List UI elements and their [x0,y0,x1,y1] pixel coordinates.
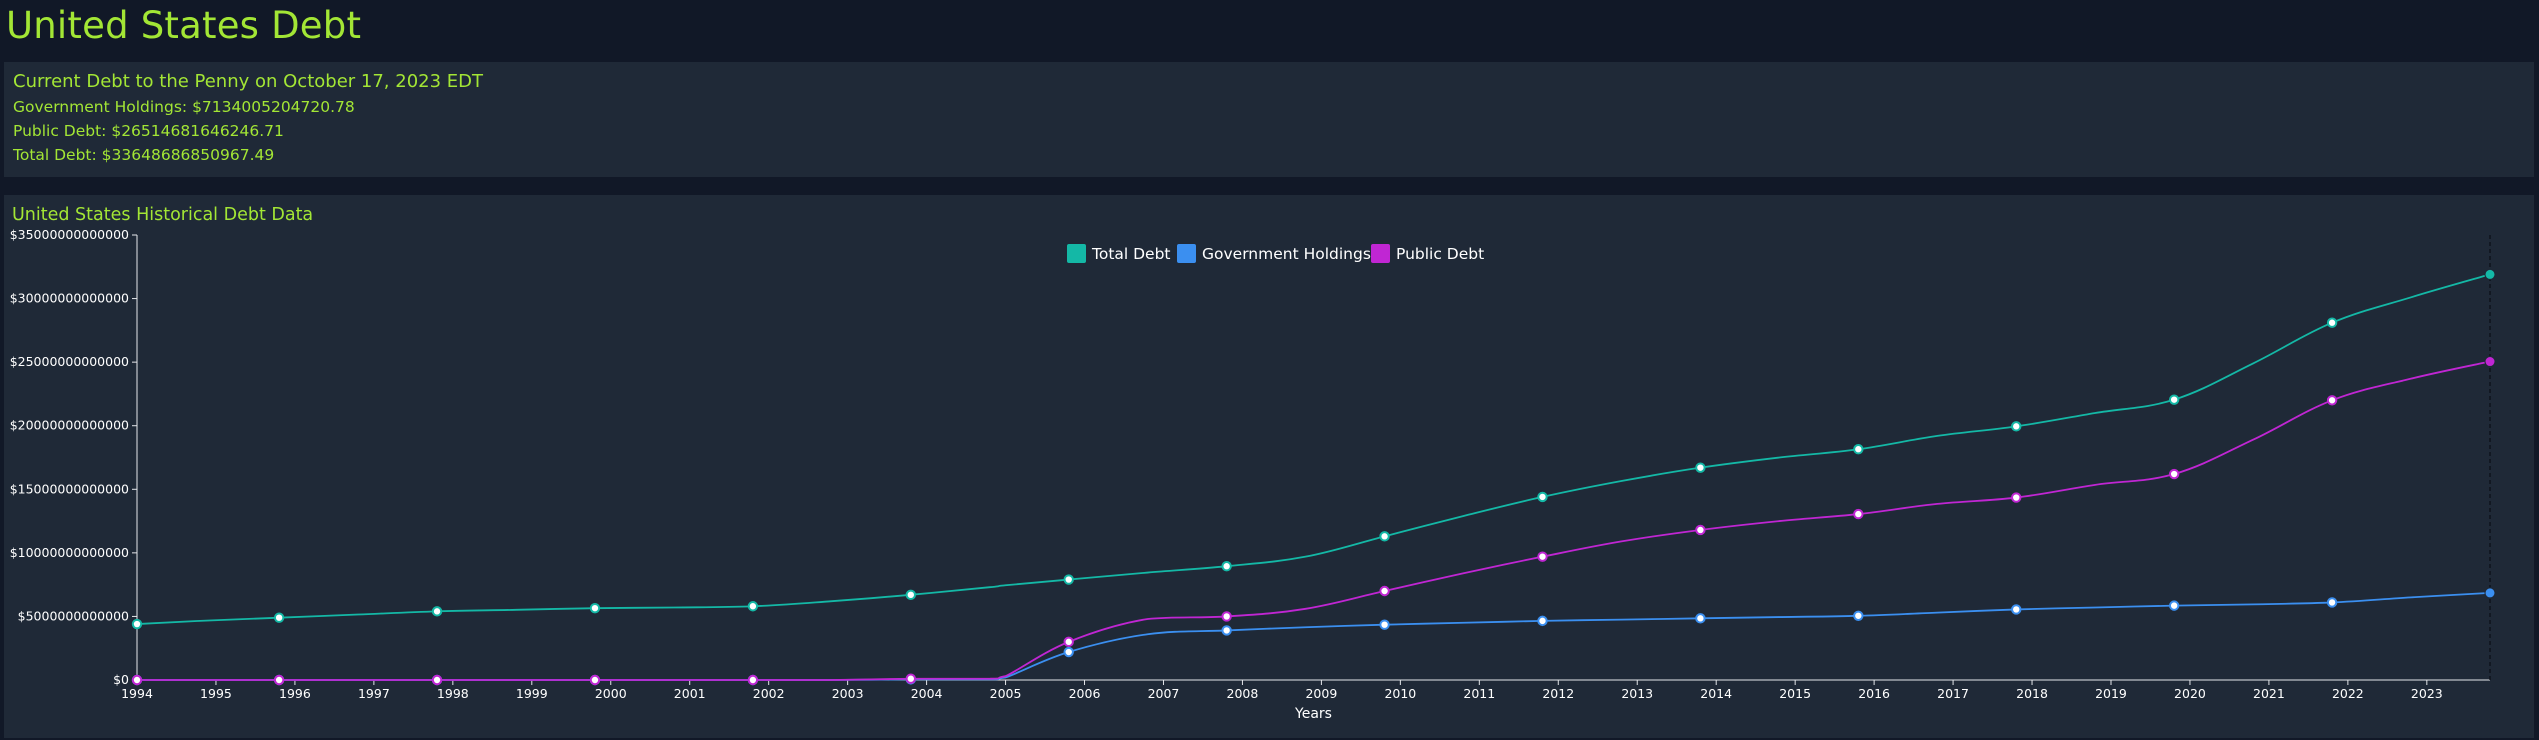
y-tick-label: $0 [113,672,129,687]
x-tick-label: 2003 [832,686,864,701]
data-point-total-debt [1063,574,1074,585]
data-point-total-debt [431,606,443,617]
x-tick-label: 1996 [279,686,311,701]
y-tick-label: $35000000000000 [10,227,129,242]
data-point-total-debt [131,618,143,630]
x-tick-label: 2011 [1463,686,1495,701]
data-point-government-holdings [2484,587,2496,599]
data-point-government-holdings [2168,600,2180,611]
government-holdings-value: Government Holdings: $7134005204720.78 [13,98,355,116]
x-tick-label: 2017 [1937,686,1969,701]
legend-swatch-government-holdings [1177,244,1196,263]
x-tick-label: 2008 [1227,686,1259,701]
x-tick-label: 2001 [674,686,706,701]
total-debt-value: Total Debt: $33648686850967.49 [13,146,275,164]
legend-label-government-holdings: Government Holdings [1202,245,1371,263]
x-tick-label: 1995 [200,686,232,701]
data-point-public-debt [1853,508,1864,520]
data-point-total-debt [905,589,917,601]
data-point-government-holdings [1695,613,1706,624]
x-tick-label: 1997 [358,686,390,701]
y-tick-label: $5000000000000 [18,608,129,623]
current-debt-panel: Current Debt to the Penny on October 17,… [4,62,2534,177]
x-tick-label: 2016 [1858,686,1890,701]
legend-swatch-public-debt [1371,244,1390,263]
current-debt-heading: Current Debt to the Penny on October 17,… [13,71,484,92]
data-point-total-debt [1221,561,1232,572]
data-point-total-debt [2484,268,2496,280]
legend-label-total-debt: Total Debt [1091,245,1171,263]
data-point-government-holdings [1537,615,1548,627]
data-point-total-debt [1853,444,1864,455]
y-tick-label: $25000000000000 [10,354,129,369]
public-debt-value: Public Debt: $26514681646246.71 [13,122,284,140]
data-point-government-holdings [2011,604,2022,615]
data-point-total-debt [2168,394,2180,405]
x-tick-label: 2015 [1779,686,1811,701]
x-tick-label: 2021 [2253,686,2285,701]
x-tick-label: 2005 [990,686,1022,701]
data-point-public-debt [589,674,601,686]
legend-label-public-debt: Public Debt [1396,245,1484,263]
data-point-government-holdings [1379,619,1390,630]
data-point-total-debt [1695,462,1706,473]
data-point-government-holdings [1221,625,1232,636]
x-tick-label: 2018 [2016,686,2048,701]
x-axis-title: Years [1294,706,1332,722]
legend-swatch-total-debt [1067,244,1086,263]
x-tick-label: 2002 [753,686,785,701]
page-title: United States Debt [6,4,362,47]
x-tick-label: 2004 [911,686,943,701]
data-point-total-debt [1379,531,1390,542]
data-point-public-debt [1379,585,1390,597]
data-point-public-debt [747,674,759,686]
x-tick-label: 2014 [1700,686,1732,701]
data-point-public-debt [2011,492,2022,503]
y-tick-label: $30000000000000 [10,291,129,306]
x-tick-label: 1998 [437,686,469,701]
x-tick-label: 2020 [2174,686,2206,701]
data-point-public-debt [1537,551,1548,562]
series-line-public-debt [137,360,2491,681]
x-tick-label: 2010 [1384,686,1416,701]
y-tick-label: $15000000000000 [10,481,129,496]
historical-debt-panel: United States Historical Debt Data [4,195,2534,738]
x-tick-label: 2019 [2095,686,2127,701]
data-point-government-holdings [1063,646,1074,658]
data-point-public-debt [2484,356,2496,368]
data-point-total-debt [273,612,285,623]
x-tick-label: 2006 [1069,686,1101,701]
series-line-total-debt [136,273,2491,625]
series-line-government-holdings [137,592,2491,681]
data-point-public-debt [1221,611,1232,622]
y-tick-label: $20000000000000 [10,418,129,433]
data-point-public-debt [431,674,443,686]
x-tick-label: 1999 [516,686,548,701]
x-tick-label: 2022 [2332,686,2364,701]
y-tick-label: $10000000000000 [10,545,129,560]
data-point-public-debt [1063,636,1074,648]
data-point-public-debt [2168,468,2180,480]
x-tick-label: 2012 [1542,686,1574,701]
x-tick-label: 2013 [1621,686,1653,701]
data-point-total-debt [2011,421,2022,432]
data-point-total-debt [2326,317,2338,328]
data-point-public-debt [273,674,285,686]
x-tick-label: 2023 [2411,686,2443,701]
data-point-public-debt [131,674,143,686]
data-point-government-holdings [1853,610,1864,621]
data-point-total-debt [747,601,759,612]
x-tick-label: 1994 [121,686,153,701]
data-point-total-debt [1537,491,1548,503]
data-point-government-holdings [2326,597,2338,608]
x-tick-label: 2007 [1148,686,1180,701]
chart-heading: United States Historical Debt Data [12,205,314,225]
data-point-public-debt [905,673,917,684]
data-point-total-debt [589,602,601,614]
data-point-public-debt [1695,524,1706,536]
data-point-public-debt [2326,395,2338,406]
x-tick-label: 2000 [595,686,627,701]
x-tick-label: 2009 [1305,686,1337,701]
